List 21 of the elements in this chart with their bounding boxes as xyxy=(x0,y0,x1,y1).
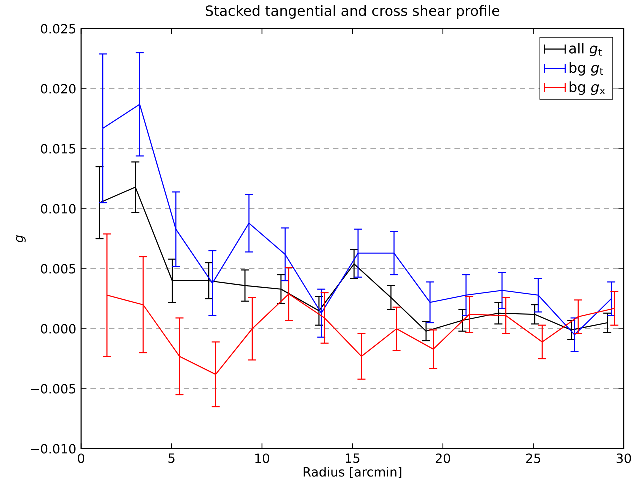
x-tick-label: 5 xyxy=(168,454,175,464)
y-tick-label: 0.020 xyxy=(41,84,76,94)
x-tick-label: 20 xyxy=(436,454,450,464)
y-tick-label: −0.005 xyxy=(31,384,76,394)
x-tick-label: 0 xyxy=(78,454,85,464)
x-tick-label: 10 xyxy=(256,454,270,464)
y-tick-label: 0.015 xyxy=(41,144,76,154)
legend-label: all g$_{t}$ xyxy=(569,43,602,57)
y-tick-label: −0.010 xyxy=(31,444,76,454)
chart-title: Stacked tangential and cross shear profile xyxy=(206,5,500,19)
y-axis-title: g xyxy=(16,235,26,243)
x-tick-label: 15 xyxy=(346,454,360,464)
legend-label: bg g$_{t}$ xyxy=(570,62,604,76)
x-tick-label: 25 xyxy=(526,454,541,464)
y-tick-label: 0.000 xyxy=(41,324,76,334)
x-tick-label: 30 xyxy=(616,454,632,464)
legend-label: bg g$_{x}$ xyxy=(570,82,606,96)
x-axis-title: Radius [arcmin] xyxy=(304,467,402,478)
y-tick-label: 0.010 xyxy=(41,204,76,214)
y-tick-label: 0.005 xyxy=(41,264,76,274)
y-tick-label: 0.025 xyxy=(41,24,76,34)
